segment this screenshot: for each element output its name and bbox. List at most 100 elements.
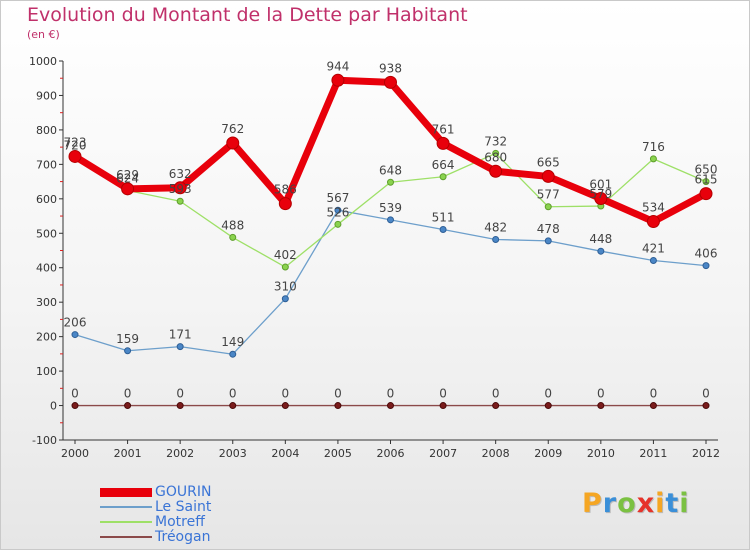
data-point-motreff bbox=[702, 178, 710, 186]
data-point-gourin bbox=[384, 75, 397, 89]
data-point-gourin bbox=[331, 73, 345, 87]
data-point-le-saint bbox=[176, 343, 184, 351]
data-point-le-saint bbox=[334, 206, 342, 214]
data-label-le-saint: 171 bbox=[169, 328, 192, 342]
data-point-treogan bbox=[71, 402, 79, 410]
data-point-motreff bbox=[387, 178, 394, 186]
data-point-gourin bbox=[699, 187, 713, 201]
data-point-treogan bbox=[334, 402, 342, 410]
data-label-motreff: 720 bbox=[64, 138, 87, 152]
data-point-le-saint bbox=[492, 235, 500, 243]
data-point-treogan bbox=[597, 402, 605, 410]
logo-letter: i bbox=[655, 488, 666, 519]
chart-title: Evolution du Montant de la Dette par Hab… bbox=[27, 4, 468, 26]
data-label-le-saint: 310 bbox=[274, 280, 297, 294]
data-label-motreff: 648 bbox=[379, 163, 402, 177]
x-tick-label: 2002 bbox=[166, 447, 194, 460]
data-point-gourin bbox=[121, 182, 135, 196]
data-label-gourin: 762 bbox=[221, 122, 244, 136]
logo-letter: i bbox=[679, 488, 690, 519]
data-point-motreff bbox=[281, 263, 289, 271]
data-label-le-saint: 421 bbox=[642, 241, 665, 255]
y-tick-label: 200 bbox=[36, 331, 57, 344]
x-tick-label: 2006 bbox=[377, 447, 405, 460]
data-label-treogan: 0 bbox=[229, 387, 237, 401]
data-point-treogan bbox=[229, 402, 237, 410]
y-tick-label: 900 bbox=[36, 89, 57, 102]
data-label-motreff: 577 bbox=[537, 188, 560, 202]
data-point-le-saint bbox=[387, 216, 394, 224]
data-point-le-saint bbox=[124, 347, 132, 355]
data-label-motreff: 624 bbox=[116, 172, 139, 186]
data-point-gourin bbox=[436, 136, 450, 150]
proxiti-logo: Proxiti bbox=[582, 488, 690, 519]
y-tick-label: -100 bbox=[32, 434, 57, 447]
data-label-gourin: 680 bbox=[484, 150, 507, 164]
data-point-treogan bbox=[649, 402, 657, 410]
data-point-gourin bbox=[541, 169, 555, 183]
data-point-le-saint bbox=[597, 247, 605, 255]
x-tick-label: 2005 bbox=[324, 447, 352, 460]
chart-subtitle: (en €) bbox=[27, 28, 60, 41]
data-label-le-saint: 206 bbox=[64, 316, 87, 330]
data-point-gourin bbox=[646, 215, 660, 229]
data-point-treogan bbox=[492, 402, 500, 410]
data-label-gourin: 586 bbox=[274, 183, 297, 197]
data-label-treogan: 0 bbox=[544, 387, 552, 401]
data-label-treogan: 0 bbox=[492, 387, 500, 401]
x-tick-label: 2007 bbox=[429, 447, 457, 460]
legend-swatch bbox=[100, 521, 152, 523]
data-point-gourin bbox=[226, 136, 240, 150]
data-label-gourin: 665 bbox=[537, 155, 560, 169]
data-label-motreff: 526 bbox=[326, 205, 349, 219]
y-tick-label: 500 bbox=[36, 227, 57, 240]
data-label-treogan: 0 bbox=[650, 387, 658, 401]
data-label-treogan: 0 bbox=[124, 387, 132, 401]
data-point-motreff bbox=[334, 220, 342, 228]
legend-label: GOURIN bbox=[155, 484, 212, 500]
logo-letter: P bbox=[582, 488, 603, 519]
logo-letter: x bbox=[636, 488, 656, 519]
data-point-le-saint bbox=[229, 350, 237, 358]
data-label-motreff: 732 bbox=[484, 134, 507, 148]
y-tick-label: 0 bbox=[50, 400, 57, 413]
y-tick-label: 400 bbox=[36, 262, 57, 275]
legend-label: Le Saint bbox=[155, 499, 212, 515]
x-tick-label: 2003 bbox=[219, 447, 247, 460]
data-point-motreff bbox=[649, 155, 657, 163]
legend-swatch bbox=[100, 506, 152, 508]
data-point-gourin bbox=[594, 191, 608, 205]
x-tick-label: 2008 bbox=[482, 447, 510, 460]
logo-letter: o bbox=[617, 488, 637, 519]
data-label-gourin: 615 bbox=[695, 173, 718, 187]
data-label-motreff: 488 bbox=[221, 218, 244, 232]
data-point-le-saint bbox=[439, 225, 447, 233]
x-tick-label: 2001 bbox=[114, 447, 142, 460]
data-point-motreff bbox=[544, 203, 552, 211]
data-point-treogan bbox=[544, 402, 552, 410]
data-label-treogan: 0 bbox=[71, 387, 79, 401]
data-label-gourin: 938 bbox=[379, 61, 402, 75]
x-tick-label: 2011 bbox=[639, 447, 667, 460]
y-tick-label: 300 bbox=[36, 296, 57, 309]
data-point-le-saint bbox=[71, 331, 79, 339]
data-point-le-saint bbox=[281, 295, 289, 303]
data-label-treogan: 0 bbox=[176, 387, 184, 401]
data-label-le-saint: 406 bbox=[695, 247, 718, 261]
data-point-gourin bbox=[278, 197, 292, 211]
data-point-treogan bbox=[176, 402, 184, 410]
data-point-motreff bbox=[176, 197, 184, 205]
data-point-treogan bbox=[124, 402, 132, 410]
data-point-gourin bbox=[489, 164, 503, 178]
data-point-gourin bbox=[68, 149, 82, 163]
logo-letter: t bbox=[665, 488, 680, 519]
data-point-treogan bbox=[281, 402, 289, 410]
data-label-gourin: 723 bbox=[64, 135, 87, 149]
data-label-le-saint: 478 bbox=[537, 222, 560, 236]
x-tick-label: 2010 bbox=[587, 447, 615, 460]
data-label-gourin: 761 bbox=[432, 122, 455, 136]
data-label-gourin: 629 bbox=[116, 168, 139, 182]
x-tick-label: 2012 bbox=[692, 447, 720, 460]
